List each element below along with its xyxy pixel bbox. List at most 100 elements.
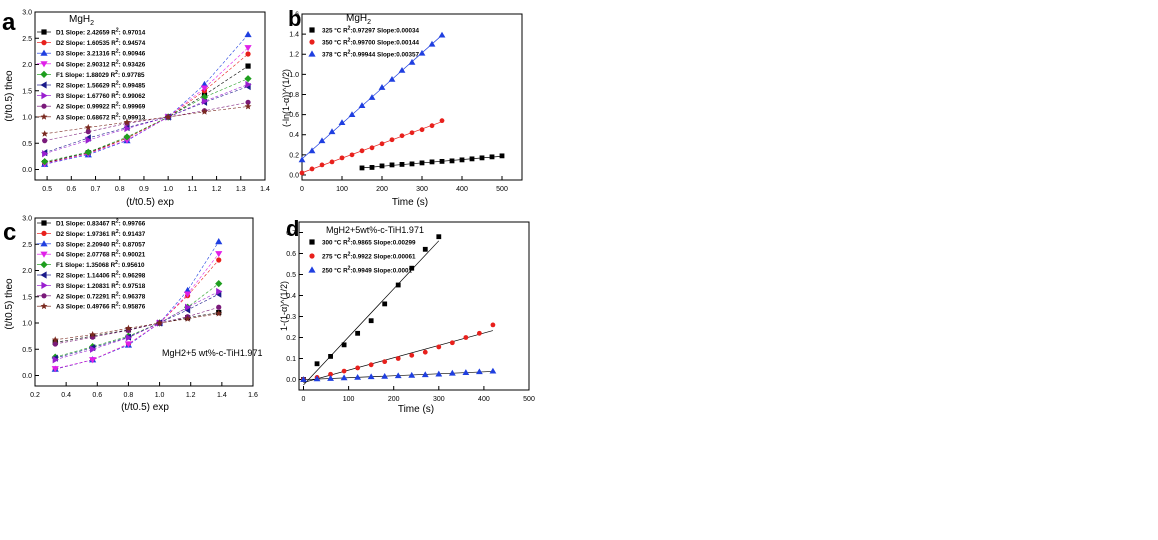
y-tick-label: 2.0: [22, 62, 32, 69]
ylabel-d: 1-(1-α)^(1/2): [279, 281, 289, 331]
y-tick-label: 1.6: [289, 12, 299, 19]
data-point-350: [419, 127, 425, 133]
x-tick-label: 0.6: [66, 186, 76, 193]
data-point-325: [399, 162, 405, 167]
legend-marker-a2: [41, 103, 47, 109]
data-point-250: [408, 371, 416, 378]
series-layer-a: [41, 30, 252, 168]
data-point-r3: [185, 303, 192, 311]
data-point-378: [398, 66, 406, 73]
data-point-f1: [41, 158, 49, 166]
data-point-325: [439, 158, 445, 164]
data-point-r3: [245, 80, 252, 89]
data-point-300: [436, 234, 442, 240]
x-tick-label: 100: [336, 186, 348, 193]
title-a: MgH2: [69, 14, 94, 27]
data-point-350: [299, 170, 305, 176]
data-point-a3: [201, 108, 208, 115]
legend-marker-a3: [40, 302, 48, 310]
data-point-250: [489, 367, 497, 374]
x-tick-label: 300: [433, 396, 445, 403]
data-point-300: [382, 301, 388, 307]
data-point-325: [499, 153, 505, 159]
axis-ticks-d: 0 100 200 300 400 500 0.0 0.1 0.2 0.3 0.4 0.5 0.6 0.7: [286, 230, 535, 403]
legend-entry-d3: D3 Slope: 2.20940 R2: 0.87057: [56, 239, 146, 248]
data-point-325: [469, 156, 475, 162]
legend-entry-a2: A2 Slope: 0.72291 R2: 0.96378: [56, 291, 146, 300]
data-point-378: [298, 156, 306, 163]
fit-line-d4: [44, 47, 249, 165]
y-tick-label: 0.0: [289, 172, 299, 179]
panel-d: d 0 100 200 300 400 5000.00.10.20.30.40.50.60…: [279, 216, 535, 415]
data-point-d4: [215, 251, 223, 258]
data-point-250: [367, 373, 375, 380]
plot-frame-a: [34, 11, 266, 181]
legend-entry-250: 250 °C R2:0.9949 Slope:0.0001: [322, 266, 413, 275]
axis-ticks-a: 0.5 0.6 0.7 0.8 0.9 1.0 1.1 1.2 1.3 1.4 0.0 0.5 1.0 1…: [22, 10, 270, 194]
fit-line-r3: [44, 84, 249, 155]
plot-frame-c: [34, 217, 254, 387]
y-tick-label: 1.0: [22, 115, 32, 122]
x-tick-label: 200: [388, 396, 400, 403]
data-point-d4: [200, 85, 209, 92]
data-point-275: [449, 340, 455, 346]
data-point-f1: [84, 148, 92, 156]
legend-d: 300 °C R2:0.9865 Slope:0.00299 275 °C R2:…: [308, 238, 416, 275]
data-point-378: [328, 128, 336, 135]
data-point-d4: [184, 291, 192, 298]
data-point-350: [399, 133, 405, 139]
legend-marker-d3: [40, 240, 48, 247]
data-point-a3: [156, 319, 163, 326]
data-point-a3: [215, 309, 223, 317]
data-point-f1: [123, 133, 131, 141]
legend-entry-d1: D1 Slope: 2.42659 R2: 0.97014: [56, 28, 146, 37]
data-point-250: [313, 375, 321, 382]
data-point-325: [489, 154, 495, 160]
x-tick-label: 0.2: [30, 392, 40, 399]
legend-marker-d2: [41, 230, 47, 236]
data-point-r3: [42, 150, 49, 158]
data-point-250: [340, 374, 348, 381]
data-point-378: [378, 84, 386, 90]
data-point-a3: [125, 324, 132, 332]
y-tick-label: 0.5: [286, 272, 296, 279]
x-tick-label: 1.2: [186, 392, 196, 399]
x-tick-label: 400: [456, 186, 468, 193]
y-tick-label: 0.5: [22, 347, 32, 354]
y-tick-label: 0.5: [22, 141, 32, 148]
data-point-r3: [125, 334, 133, 342]
data-point-r3: [201, 97, 209, 105]
data-point-378: [408, 58, 416, 65]
data-point-a3: [164, 113, 172, 120]
data-point-250: [475, 368, 483, 375]
y-tick-label: 1.4: [289, 32, 299, 39]
legend-marker-r2: [40, 81, 47, 89]
data-point-d2: [245, 51, 251, 57]
x-tick-label: 1.6: [248, 392, 258, 399]
legend-marker-250: [308, 266, 316, 273]
data-point-300: [314, 361, 320, 367]
y-tick-label: 0.4: [286, 293, 296, 300]
title-b: MgH2: [346, 13, 371, 26]
data-point-350: [339, 155, 345, 161]
legend-entry-r2: R2 Slope: 1.14406 R2: 0.96298: [56, 271, 146, 280]
y-tick-label: 0.3: [286, 314, 296, 321]
data-point-275: [328, 371, 333, 377]
data-point-a3: [51, 336, 59, 343]
y-tick-label: 0.0: [286, 377, 296, 384]
legend-entry-325: 325 °C R2:0.97297 Slope:0.00034: [322, 26, 420, 35]
data-point-350: [329, 159, 335, 165]
data-point-350: [389, 137, 395, 143]
data-point-275: [382, 359, 388, 365]
data-point-325: [359, 165, 365, 171]
x-tick-label: 200: [376, 186, 388, 193]
data-point-378: [388, 75, 396, 82]
legend-marker-f1: [40, 261, 48, 269]
legend-marker-300: [309, 239, 315, 245]
data-point-300: [341, 342, 347, 348]
data-point-250: [394, 372, 402, 379]
y-tick-label: 0.6: [286, 251, 296, 258]
legend-marker-d4: [40, 251, 48, 258]
legend-marker-350: [309, 39, 315, 45]
